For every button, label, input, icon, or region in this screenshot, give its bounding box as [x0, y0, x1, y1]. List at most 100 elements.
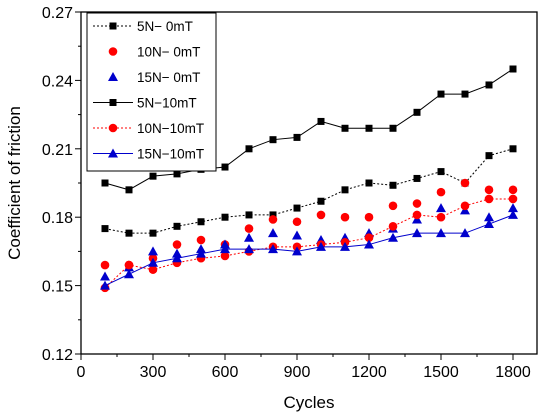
data-point [244, 232, 254, 242]
data-point [509, 65, 517, 73]
plot-frame [80, 11, 538, 355]
legend-marker [108, 72, 118, 81]
data-point [100, 280, 110, 290]
data-point [437, 168, 445, 176]
x-tick-label: 1800 [495, 364, 531, 381]
legend-marker [108, 123, 118, 133]
legend-label: 15N− 0mT [137, 70, 200, 85]
legend-label: 10N− 0mT [137, 45, 200, 60]
data-point [100, 271, 110, 281]
y-axis-title: Coefficient of friction [5, 106, 24, 260]
data-point [125, 186, 133, 194]
data-point [365, 124, 373, 132]
data-point [412, 228, 422, 238]
axis-ticks: 0 300 600 900 1200 1500 1800 0.12 0.15 0.18 0.21 0.… [42, 5, 531, 381]
data-point [388, 232, 398, 242]
legend-item: 5N− 0mT [93, 19, 193, 34]
data-point [196, 244, 206, 254]
data-point [460, 178, 470, 188]
y-tick-label: 0.18 [42, 210, 73, 227]
legend-marker [109, 22, 117, 30]
x-tick-label: 600 [212, 364, 239, 381]
data-point [317, 197, 325, 205]
data-point [149, 172, 157, 180]
data-point [196, 248, 206, 258]
data-point [268, 228, 278, 238]
data-point [364, 239, 374, 249]
data-point [220, 251, 230, 261]
series-line [104, 214, 514, 287]
series-line [104, 198, 513, 289]
data-point [244, 244, 254, 254]
series-2 [100, 178, 518, 270]
data-point [173, 170, 181, 178]
data-point [341, 124, 349, 132]
data-point [508, 185, 518, 195]
data-point [293, 133, 301, 141]
data-point [197, 218, 205, 226]
legend-item: 10N−10mT [93, 121, 204, 136]
data-point [484, 185, 494, 195]
data-point [461, 90, 469, 98]
data-point [340, 212, 350, 222]
data-point [508, 203, 518, 213]
y-tick-label: 0.12 [42, 347, 73, 364]
y-tick-label: 0.27 [42, 5, 73, 22]
data-point [317, 117, 325, 125]
x-tick-label: 1200 [351, 364, 387, 381]
data-point [220, 244, 230, 254]
data-point [388, 201, 398, 211]
data-point [436, 187, 446, 197]
legend-label: 10N−10mT [137, 121, 204, 136]
data-point [508, 209, 518, 219]
data-point [316, 210, 326, 220]
data-point [388, 222, 398, 231]
legend: 5N− 0mT 10N− 0mT 15N− 0mT 5N−10mT 10N−10mT 15… [86, 12, 217, 172]
x-tick-label: 0 [77, 364, 86, 381]
data-point [172, 240, 182, 249]
data-point [292, 217, 302, 227]
data-point [221, 163, 229, 171]
series-3 [100, 203, 518, 281]
data-point [485, 81, 493, 89]
data-point [460, 228, 470, 238]
data-point [436, 212, 446, 222]
data-point [484, 219, 494, 229]
series-4 [101, 65, 517, 194]
y-tick-label: 0.21 [42, 142, 73, 159]
data-point [268, 215, 278, 224]
data-point [364, 212, 374, 222]
data-point [460, 201, 470, 211]
data-point [389, 124, 397, 132]
data-point [268, 244, 278, 254]
data-point [509, 145, 517, 153]
legend-item: 5N−10mT [93, 96, 197, 111]
data-point [101, 225, 109, 233]
series-1 [101, 145, 517, 237]
legend-label: 5N− 0mT [137, 19, 193, 34]
data-point [148, 257, 158, 267]
data-point [293, 204, 301, 212]
series-6 [100, 209, 518, 290]
x-tick-label: 900 [284, 364, 311, 381]
data-point [292, 230, 302, 240]
data-point [100, 260, 110, 270]
data-point [220, 239, 230, 249]
data-point [244, 224, 254, 233]
legend-marker [108, 148, 118, 158]
data-point [124, 260, 134, 270]
data-point [148, 246, 158, 256]
data-point [245, 211, 253, 219]
data-point [125, 229, 133, 237]
legend-marker [109, 99, 117, 106]
data-point [148, 265, 158, 274]
series-line [104, 68, 514, 191]
data-point [413, 174, 421, 182]
x-tick-label: 300 [140, 364, 167, 381]
x-axis-title: Cycles [283, 393, 334, 412]
x-tick-label: 1500 [423, 364, 459, 381]
data-point [316, 241, 326, 251]
data-point [365, 179, 373, 187]
data-point [172, 248, 182, 258]
